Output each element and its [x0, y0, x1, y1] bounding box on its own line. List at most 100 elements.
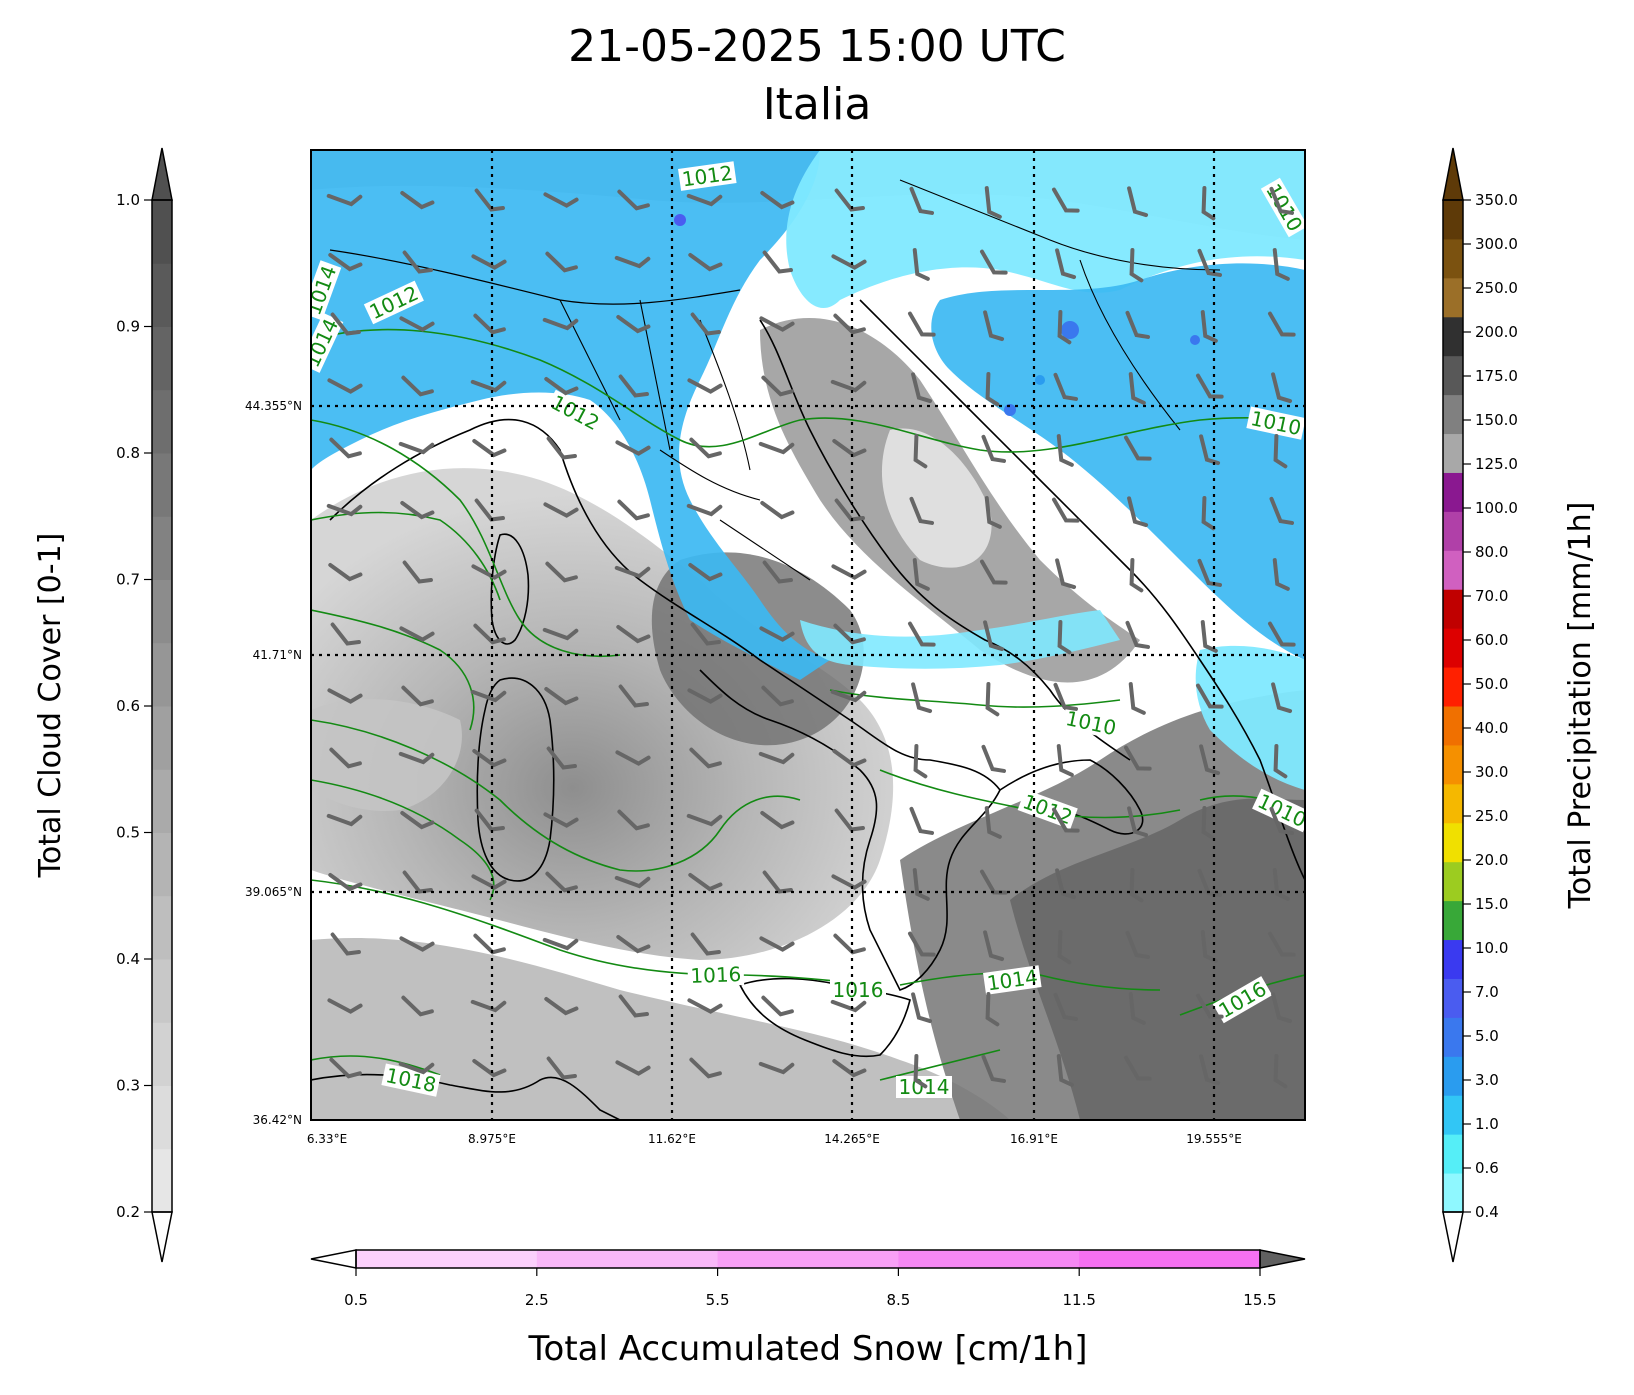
wind-barb	[543, 192, 579, 208]
colorbar-cell	[1443, 472, 1463, 512]
colorbar-cell	[1443, 277, 1463, 318]
wind-barb	[913, 434, 928, 469]
colorbar-cell	[152, 1085, 172, 1150]
wind-barb	[1273, 744, 1288, 779]
lat-label: 41.71°N	[253, 648, 302, 662]
colorbar-tick-label: 11.5	[1062, 1291, 1095, 1309]
wind-barb	[689, 747, 722, 769]
colorbar-cell	[152, 263, 172, 327]
colorbar-cell	[152, 895, 172, 960]
wind-barb	[402, 250, 433, 274]
colorbar-cell	[1443, 589, 1463, 629]
wind-barb	[326, 193, 363, 207]
wind-barb	[1196, 993, 1224, 1019]
wind-barb	[912, 248, 930, 281]
wind-barb	[980, 559, 1008, 585]
lon-label: 19.555°E	[1186, 1132, 1242, 1146]
wind-barb	[834, 808, 865, 832]
latitude-labels: 44.355°N 41.71°N 39.065°N 36.42°N	[245, 399, 302, 1127]
colorbar-tick-label: 10.0	[1475, 939, 1508, 957]
wind-barb	[470, 689, 507, 703]
isobar-label: 1016	[687, 962, 745, 988]
colorbar-cell	[1443, 355, 1463, 396]
wind-barb	[985, 992, 1000, 1027]
colorbar-cell	[1443, 1173, 1463, 1213]
wind-barb	[1055, 248, 1077, 280]
wind-barb	[984, 496, 1002, 529]
isobar-label-text: 1016	[690, 962, 742, 988]
colorbar-tick-label: 0.8	[116, 444, 140, 462]
colorbar-tick-label: 150.0	[1475, 411, 1518, 429]
wind-barb	[1056, 744, 1074, 777]
wind-barb	[832, 748, 867, 768]
wind-barb	[328, 872, 363, 892]
wind-barb	[1124, 745, 1152, 771]
wind-barb	[1196, 683, 1224, 709]
wind-barb	[690, 312, 721, 336]
colorbar-tick-label: 0.5	[116, 824, 140, 842]
colorbar-cell	[1443, 238, 1463, 279]
colorbar-min-extend	[310, 1249, 357, 1269]
colorbar-cell	[1443, 667, 1463, 707]
wind-barb	[326, 813, 363, 827]
wind-barb	[908, 931, 936, 957]
wind-barb	[471, 874, 507, 890]
wind-barb	[327, 378, 363, 394]
wind-barb	[471, 254, 507, 270]
wind-barb	[544, 686, 579, 706]
wind-barb	[688, 252, 723, 272]
colorbar-cell	[152, 326, 172, 391]
colorbar-cell	[152, 200, 172, 264]
colorbar-cell	[1443, 744, 1463, 785]
wind-barb	[1201, 496, 1216, 531]
colorbar-tick-label: 250.0	[1475, 279, 1518, 297]
colorbar-tick-label: 0.6	[1475, 1159, 1499, 1177]
isobar-label-text: 1016	[833, 978, 884, 1002]
colorbar-tick-label: 200.0	[1475, 323, 1518, 341]
lat-label: 44.355°N	[245, 399, 302, 413]
colorbar-cell	[152, 642, 172, 707]
wind-barb	[983, 930, 1005, 962]
wind-barb	[1055, 558, 1077, 590]
precipitation-field	[311, 150, 1305, 790]
wind-barb	[1269, 186, 1295, 215]
wind-barb	[687, 688, 723, 704]
lon-label: 14.265°E	[824, 1132, 880, 1146]
wind-barb	[1199, 744, 1221, 776]
colorbar-cell	[1443, 628, 1463, 668]
wind-barb	[832, 1058, 867, 1078]
wind-barb	[615, 750, 651, 766]
wind-barb	[980, 249, 1008, 275]
wind-barb	[614, 565, 651, 579]
wind-barb	[983, 310, 1005, 342]
wind-barb	[400, 190, 435, 210]
wind-barb	[402, 560, 433, 584]
wind-barb	[542, 627, 579, 641]
colorbar-cell	[1443, 939, 1463, 979]
wind-barb	[689, 437, 722, 459]
colorbar-tick-label: 125.0	[1475, 455, 1518, 473]
colorbar-cell	[1443, 822, 1463, 863]
wind-barb	[546, 1056, 577, 1080]
colorbar-cell	[152, 453, 172, 517]
wind-barb	[909, 806, 935, 835]
wind-barb	[908, 311, 936, 337]
wind-barb	[1197, 868, 1223, 897]
colorbar-cell	[1443, 978, 1463, 1018]
wind-barb	[616, 624, 651, 644]
wind-barb	[616, 934, 651, 954]
cloud-cover-label: Total Cloud Cover [0-1]	[33, 533, 68, 879]
map-title: 21-05-2025 15:00 UTC	[568, 21, 1066, 72]
wind-barb	[328, 252, 363, 272]
wind-barb	[690, 622, 721, 646]
colorbar-cell	[152, 769, 172, 833]
wind-barb	[831, 564, 867, 580]
wind-barb	[618, 994, 649, 1018]
wind-barb	[690, 932, 721, 956]
wind-barb	[912, 868, 930, 901]
wind-barb	[398, 1061, 435, 1075]
colorbar-tick-label: 0.2	[116, 1203, 140, 1221]
wind-barb	[1129, 248, 1144, 283]
wind-barb	[1124, 1055, 1152, 1081]
wind-barb	[911, 992, 933, 1024]
